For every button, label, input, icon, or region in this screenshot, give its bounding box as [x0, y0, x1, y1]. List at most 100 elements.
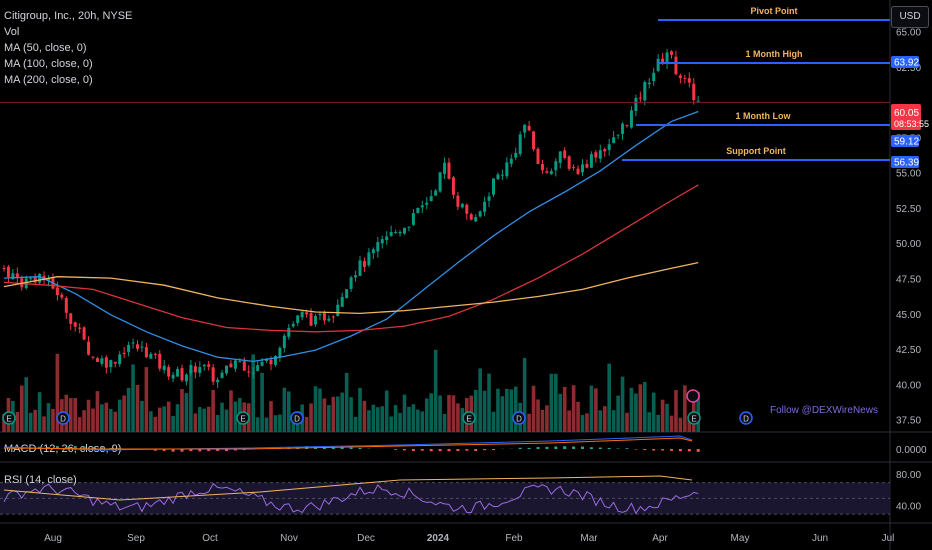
candle-body: [64, 298, 68, 313]
macd-hist-bar: [438, 449, 442, 452]
macd-hist-bar: [411, 449, 415, 452]
macd-hist-bar: [474, 449, 478, 452]
candle-body: [91, 356, 95, 358]
candle-body: [643, 82, 647, 101]
volume-bar: [549, 373, 554, 432]
candle-body: [180, 368, 184, 381]
candle-body: [576, 168, 580, 175]
volume-bar: [55, 353, 60, 432]
price-tick: 65.00: [896, 27, 921, 38]
candle-body: [371, 249, 375, 254]
volume-bar: [215, 415, 220, 432]
candle-body: [122, 352, 126, 354]
volume-bar: [224, 409, 229, 432]
candle-body: [554, 161, 558, 171]
volume-bar: [571, 385, 576, 432]
macd-hist-bar: [563, 446, 567, 449]
volume-bar: [634, 393, 638, 432]
candle-body: [291, 323, 295, 327]
candle-body: [394, 231, 398, 233]
volume-bar: [607, 363, 611, 432]
macd-hist-bar: [581, 446, 584, 449]
volume-bar: [335, 396, 340, 432]
volume-bar: [349, 397, 353, 432]
candle-body: [389, 231, 393, 236]
macd-hist-bar: [678, 449, 682, 452]
candle-body: [296, 315, 300, 323]
candle-body: [358, 260, 362, 277]
macd-hist-bar: [91, 447, 95, 449]
price-tick: 47.50: [896, 275, 921, 286]
volume-bar: [482, 390, 487, 432]
event-marker: [739, 411, 753, 425]
volume-bar: [576, 401, 580, 432]
volume-bar: [513, 386, 518, 432]
candle-body: [38, 273, 42, 283]
candle-body: [260, 361, 264, 366]
event-marker-label: D: [294, 415, 300, 424]
macd-tick: 0.0000: [896, 445, 927, 456]
level-price-tag: [891, 135, 919, 147]
time-tick: May: [731, 533, 750, 544]
volume-bar: [229, 390, 233, 432]
candle-body: [242, 361, 246, 371]
candle-body: [581, 164, 584, 173]
event-marker: [462, 411, 476, 425]
volume-bar: [456, 403, 460, 432]
candle-body: [505, 162, 509, 177]
volume-bar: [451, 395, 456, 432]
candle-body: [567, 156, 571, 169]
macd-hist-bar: [696, 449, 700, 452]
volume-bar: [598, 410, 603, 432]
volume-bar: [184, 393, 189, 432]
macd-hist-bar: [55, 446, 59, 449]
level-price-value: 56.39: [894, 158, 919, 169]
candle-body: [184, 374, 188, 382]
volume-bar: [126, 387, 131, 432]
candle-body: [545, 171, 549, 173]
candle-body: [594, 152, 598, 158]
candle-body: [478, 211, 482, 217]
candle-body: [6, 266, 10, 278]
candle-body: [443, 162, 447, 174]
macd-hist-bar: [598, 447, 602, 449]
macd-hist-bar: [242, 449, 246, 451]
candle-body: [536, 148, 540, 164]
currency-button[interactable]: USD: [891, 6, 929, 28]
macd-hist-bar: [331, 447, 335, 449]
volume-bar: [527, 413, 531, 432]
ma100-legend: MA (100, close, 0): [4, 58, 93, 70]
candle-body: [429, 196, 433, 202]
last-price-countdown: 08:53:55: [894, 119, 929, 129]
volume-bar: [522, 358, 527, 432]
candle-body: [100, 358, 104, 364]
macd-hist-bar: [527, 447, 531, 449]
candle-body: [140, 346, 144, 348]
last-price-value: 60.05: [894, 108, 919, 119]
volume-bar: [175, 404, 180, 432]
time-tick: Nov: [280, 533, 298, 544]
candle-body: [95, 358, 99, 363]
candle-body: [167, 367, 171, 377]
volume-bar: [674, 390, 678, 432]
candle-body: [532, 131, 536, 150]
volume-bar: [660, 399, 665, 432]
candle-body: [438, 172, 442, 192]
price-tick: 37.50: [896, 416, 921, 427]
macd-hist-bar: [607, 447, 611, 449]
volume-bar: [340, 392, 344, 432]
candle-body: [113, 361, 117, 364]
macd-hist-bar: [456, 449, 460, 452]
candle-body: [509, 158, 513, 164]
volume-bar: [255, 417, 260, 432]
candle-body: [327, 318, 331, 321]
volume-bar: [647, 412, 652, 432]
candle-body: [403, 227, 406, 234]
candle-body: [692, 83, 696, 101]
ma200-line: [3, 261, 699, 315]
candle-body: [171, 374, 175, 379]
macd-hist-bar: [216, 449, 220, 451]
volume-bar: [460, 408, 465, 432]
macd-hist-bar: [483, 449, 487, 451]
